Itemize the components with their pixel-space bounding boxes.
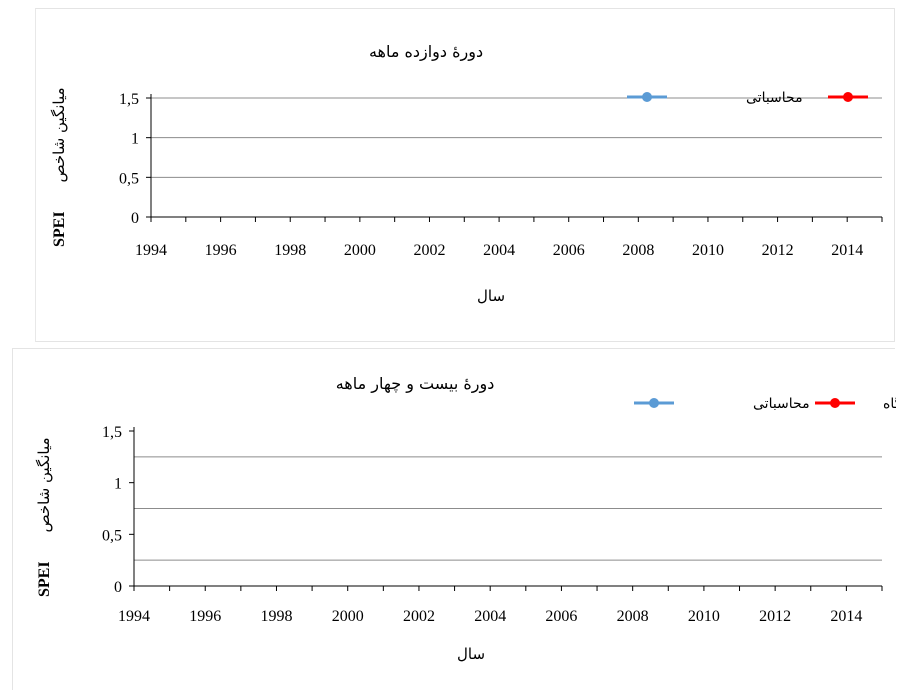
x-tick-label: 2012: [759, 608, 791, 625]
legend-item: محاسباتی: [627, 90, 803, 106]
y-tick-label: 0,5: [119, 170, 139, 187]
x-tick-label: 2002: [403, 608, 435, 625]
x-tick-label: 1996: [205, 242, 237, 259]
chart-svg-24-month: دورۀ بیست و چهار ماهه 0 0,5 1 1,5 1994 1996 199…: [35, 374, 896, 663]
y-tick-label: 0: [114, 579, 122, 596]
y-tick-label: 0,5: [102, 527, 122, 544]
chart-panel-24-month: دورۀ بیست و چهار ماهه 0 0,5 1 1,5 1994 1996 199…: [12, 348, 896, 690]
y-axis-label: SPEI میانگین شاخص: [50, 87, 68, 247]
legend-label: محاسباتی: [753, 396, 810, 412]
chart-svg-12-month: دورۀ دوازده ماهه 0 0,5 1 1,5 1994 1996 1998 2000…: [50, 42, 883, 305]
legend-item: محاسباتی: [634, 396, 810, 412]
y-axis-label-arabic: میانگین شاخص: [35, 437, 53, 532]
legend-label: پایگاه: [883, 395, 896, 412]
legend-marker: [642, 92, 652, 102]
x-tick-label: 1996: [189, 608, 221, 625]
x-axis-label: سال: [457, 645, 485, 663]
y-tick-label: 1: [114, 476, 122, 493]
x-tick-label: 2006: [553, 242, 585, 259]
legend-marker: [830, 398, 840, 408]
x-tick-label: 2010: [688, 608, 720, 625]
y-tick-label: 1,5: [119, 91, 139, 108]
x-tick-label: 2002: [413, 242, 445, 259]
x-tick-label: 2014: [830, 608, 862, 625]
y-axis-label-arabic: میانگین شاخص: [50, 87, 68, 182]
x-tick-label: 1994: [135, 242, 167, 259]
x-tick-label: 2004: [483, 242, 515, 259]
y-axis-label: SPEI میانگین شاخص: [35, 437, 53, 597]
x-tick-label: 2004: [474, 608, 506, 625]
y-axis-label-latin: SPEI: [36, 561, 53, 597]
legend-label: محاسباتی: [746, 90, 803, 106]
x-tick-label: 2000: [332, 608, 364, 625]
x-tick-label: 2008: [622, 242, 654, 259]
chart-panel-12-month: دورۀ دوازده ماهه 0 0,5 1 1,5 1994 1996 1998 2000…: [35, 8, 895, 342]
chart-title: دورۀ دوازده ماهه: [369, 42, 483, 62]
x-tick-label: 2006: [545, 608, 577, 625]
x-axis-label: سال: [477, 287, 505, 305]
x-tick-label: 2010: [692, 242, 724, 259]
y-tick-label: 1,5: [102, 424, 122, 441]
x-tick-label: 1998: [274, 242, 306, 259]
legend-marker: [843, 92, 853, 102]
chart-title: دورۀ بیست و چهار ماهه: [336, 374, 495, 394]
legend-marker: [649, 398, 659, 408]
x-tick-label: 1998: [260, 608, 292, 625]
y-axis-label-latin: SPEI: [51, 211, 68, 247]
x-tick-label: 2008: [617, 608, 649, 625]
legend-item: پایگاه: [815, 395, 896, 412]
x-tick-label: 2000: [344, 242, 376, 259]
y-tick-label: 0: [131, 210, 139, 227]
y-tick-label: 1: [131, 131, 139, 148]
legend-item: پایگاه: [828, 92, 868, 102]
x-tick-label: 2014: [831, 242, 863, 259]
x-tick-label: 1994: [118, 608, 150, 625]
x-tick-label: 2012: [762, 242, 794, 259]
